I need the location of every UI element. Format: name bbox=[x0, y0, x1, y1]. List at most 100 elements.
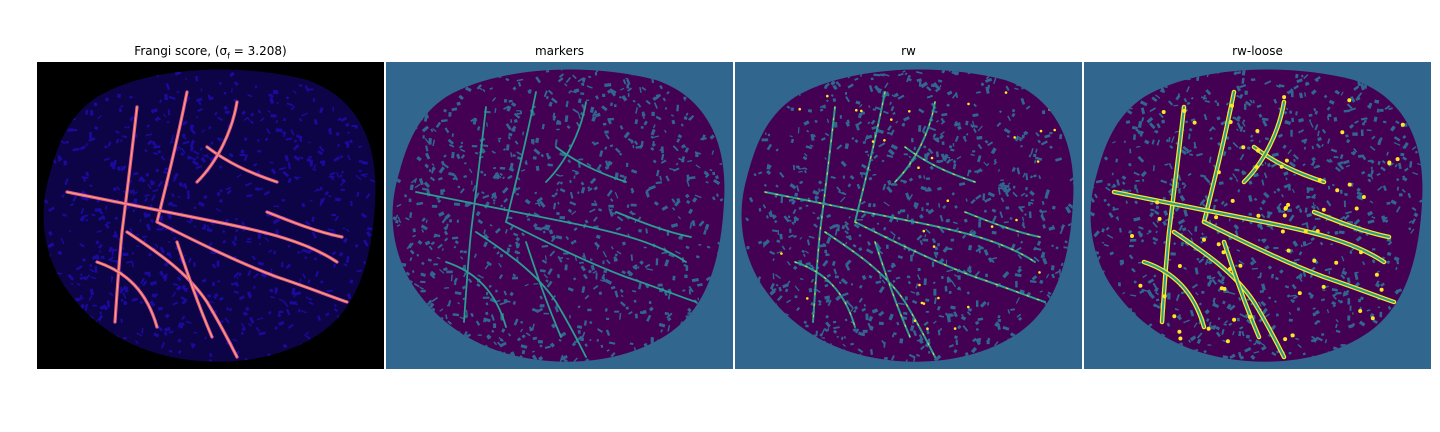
label-dot bbox=[1130, 234, 1134, 238]
label-dot bbox=[1317, 177, 1322, 182]
label-dot bbox=[967, 305, 970, 309]
label-dot bbox=[1053, 128, 1056, 132]
label-dot bbox=[918, 283, 921, 287]
label-dot bbox=[1256, 148, 1260, 153]
label-dot bbox=[1221, 250, 1226, 255]
panel-title-rw: rw bbox=[901, 44, 916, 58]
label-dot bbox=[1172, 314, 1177, 319]
vessel-line bbox=[1243, 101, 1285, 183]
label-dot bbox=[1284, 158, 1289, 163]
label-dot bbox=[1161, 110, 1166, 114]
vessel-marker bbox=[463, 106, 487, 323]
vessel-core bbox=[114, 106, 138, 323]
label-dot bbox=[1347, 98, 1352, 103]
frangi-title-text: Frangi score, (σ bbox=[134, 44, 228, 58]
label-dot bbox=[1334, 260, 1339, 265]
label-dot bbox=[1256, 213, 1261, 218]
label-dot bbox=[1216, 242, 1221, 247]
vessel-core bbox=[96, 261, 158, 328]
vessel-line bbox=[1161, 106, 1185, 323]
label-dot bbox=[826, 94, 829, 98]
label-dot bbox=[1297, 291, 1302, 296]
label-dot bbox=[1036, 160, 1040, 163]
label-dot bbox=[855, 108, 858, 112]
label-dot bbox=[1162, 294, 1167, 299]
label-dot bbox=[1228, 267, 1232, 271]
label-dot bbox=[860, 109, 863, 113]
vessel-line bbox=[854, 91, 886, 223]
vessel-core bbox=[126, 231, 238, 358]
vessel-yellow-dots bbox=[874, 241, 911, 338]
label-dot bbox=[1038, 271, 1041, 274]
label-dot bbox=[1155, 200, 1160, 205]
panel-rw bbox=[735, 62, 1082, 369]
label-dot bbox=[1015, 218, 1018, 222]
label-dot bbox=[1228, 120, 1233, 124]
frangi-title-rest: = 3.208) bbox=[229, 44, 287, 58]
label-dot bbox=[1202, 237, 1206, 242]
label-dot bbox=[1395, 157, 1400, 162]
label-dot bbox=[1254, 164, 1259, 169]
rw-image bbox=[735, 62, 1082, 369]
label-dot bbox=[967, 102, 970, 106]
label-dot bbox=[1374, 272, 1379, 277]
vessel-marker bbox=[505, 221, 697, 303]
vessel-line bbox=[964, 211, 1041, 238]
vessel-line bbox=[904, 146, 976, 183]
label-dot bbox=[1157, 216, 1162, 221]
vessel-core bbox=[156, 91, 188, 223]
label-dot bbox=[1347, 182, 1352, 187]
label-dot bbox=[1387, 160, 1392, 165]
label-dot bbox=[1230, 103, 1234, 108]
vessel-line bbox=[1203, 221, 1395, 303]
label-dot bbox=[1282, 213, 1287, 218]
label-dot bbox=[1238, 263, 1243, 268]
label-dot bbox=[1216, 170, 1221, 175]
panel-title-frangi: Frangi score, (σf = 3.208) bbox=[37, 44, 384, 60]
label-dot bbox=[1286, 202, 1291, 207]
vessel-marker bbox=[445, 261, 507, 328]
vessel-yellow-dots bbox=[794, 261, 856, 328]
label-dot bbox=[1241, 145, 1246, 150]
label-dot bbox=[1178, 336, 1183, 341]
panel-title-markers: markers bbox=[534, 44, 585, 58]
vessel-line bbox=[1143, 261, 1205, 328]
panel-title-rw-loose: rw-loose bbox=[1232, 44, 1283, 58]
label-dot bbox=[806, 297, 809, 300]
label-dot bbox=[1359, 250, 1363, 255]
label-dot bbox=[1361, 195, 1366, 199]
label-dot bbox=[922, 229, 926, 233]
label-dot bbox=[1282, 95, 1287, 100]
label-dot bbox=[990, 225, 994, 228]
frangi-image bbox=[37, 62, 384, 369]
vessel-marker bbox=[525, 241, 562, 338]
label-dot bbox=[1182, 109, 1187, 113]
rw-loose-image bbox=[1084, 62, 1431, 369]
label-dot bbox=[1312, 258, 1317, 263]
vessel-yellow-dots bbox=[854, 221, 1046, 303]
vessel-marker bbox=[505, 91, 537, 223]
label-dot bbox=[937, 296, 940, 300]
vessel-marker bbox=[415, 191, 687, 263]
vessel-marker bbox=[555, 146, 627, 183]
vessel-yellow-dots bbox=[824, 231, 936, 358]
label-dot bbox=[1013, 136, 1016, 139]
vessel-line bbox=[1223, 241, 1260, 338]
label-dot bbox=[1280, 229, 1285, 234]
label-dot bbox=[890, 118, 893, 121]
label-dot bbox=[1222, 286, 1227, 291]
label-dot bbox=[930, 156, 934, 160]
label-dot bbox=[1283, 337, 1288, 342]
label-dot bbox=[1039, 129, 1043, 133]
label-dot bbox=[917, 166, 920, 169]
label-dot bbox=[1279, 164, 1284, 169]
label-dot bbox=[1247, 315, 1252, 319]
label-dot bbox=[1138, 283, 1143, 288]
vessel-marker bbox=[545, 101, 587, 183]
label-dot bbox=[1370, 316, 1375, 321]
panel-rw-loose bbox=[1084, 62, 1431, 369]
label-dot bbox=[1335, 188, 1340, 193]
label-dot bbox=[871, 140, 875, 143]
panel-frangi bbox=[37, 62, 384, 369]
label-dot bbox=[1358, 309, 1363, 313]
